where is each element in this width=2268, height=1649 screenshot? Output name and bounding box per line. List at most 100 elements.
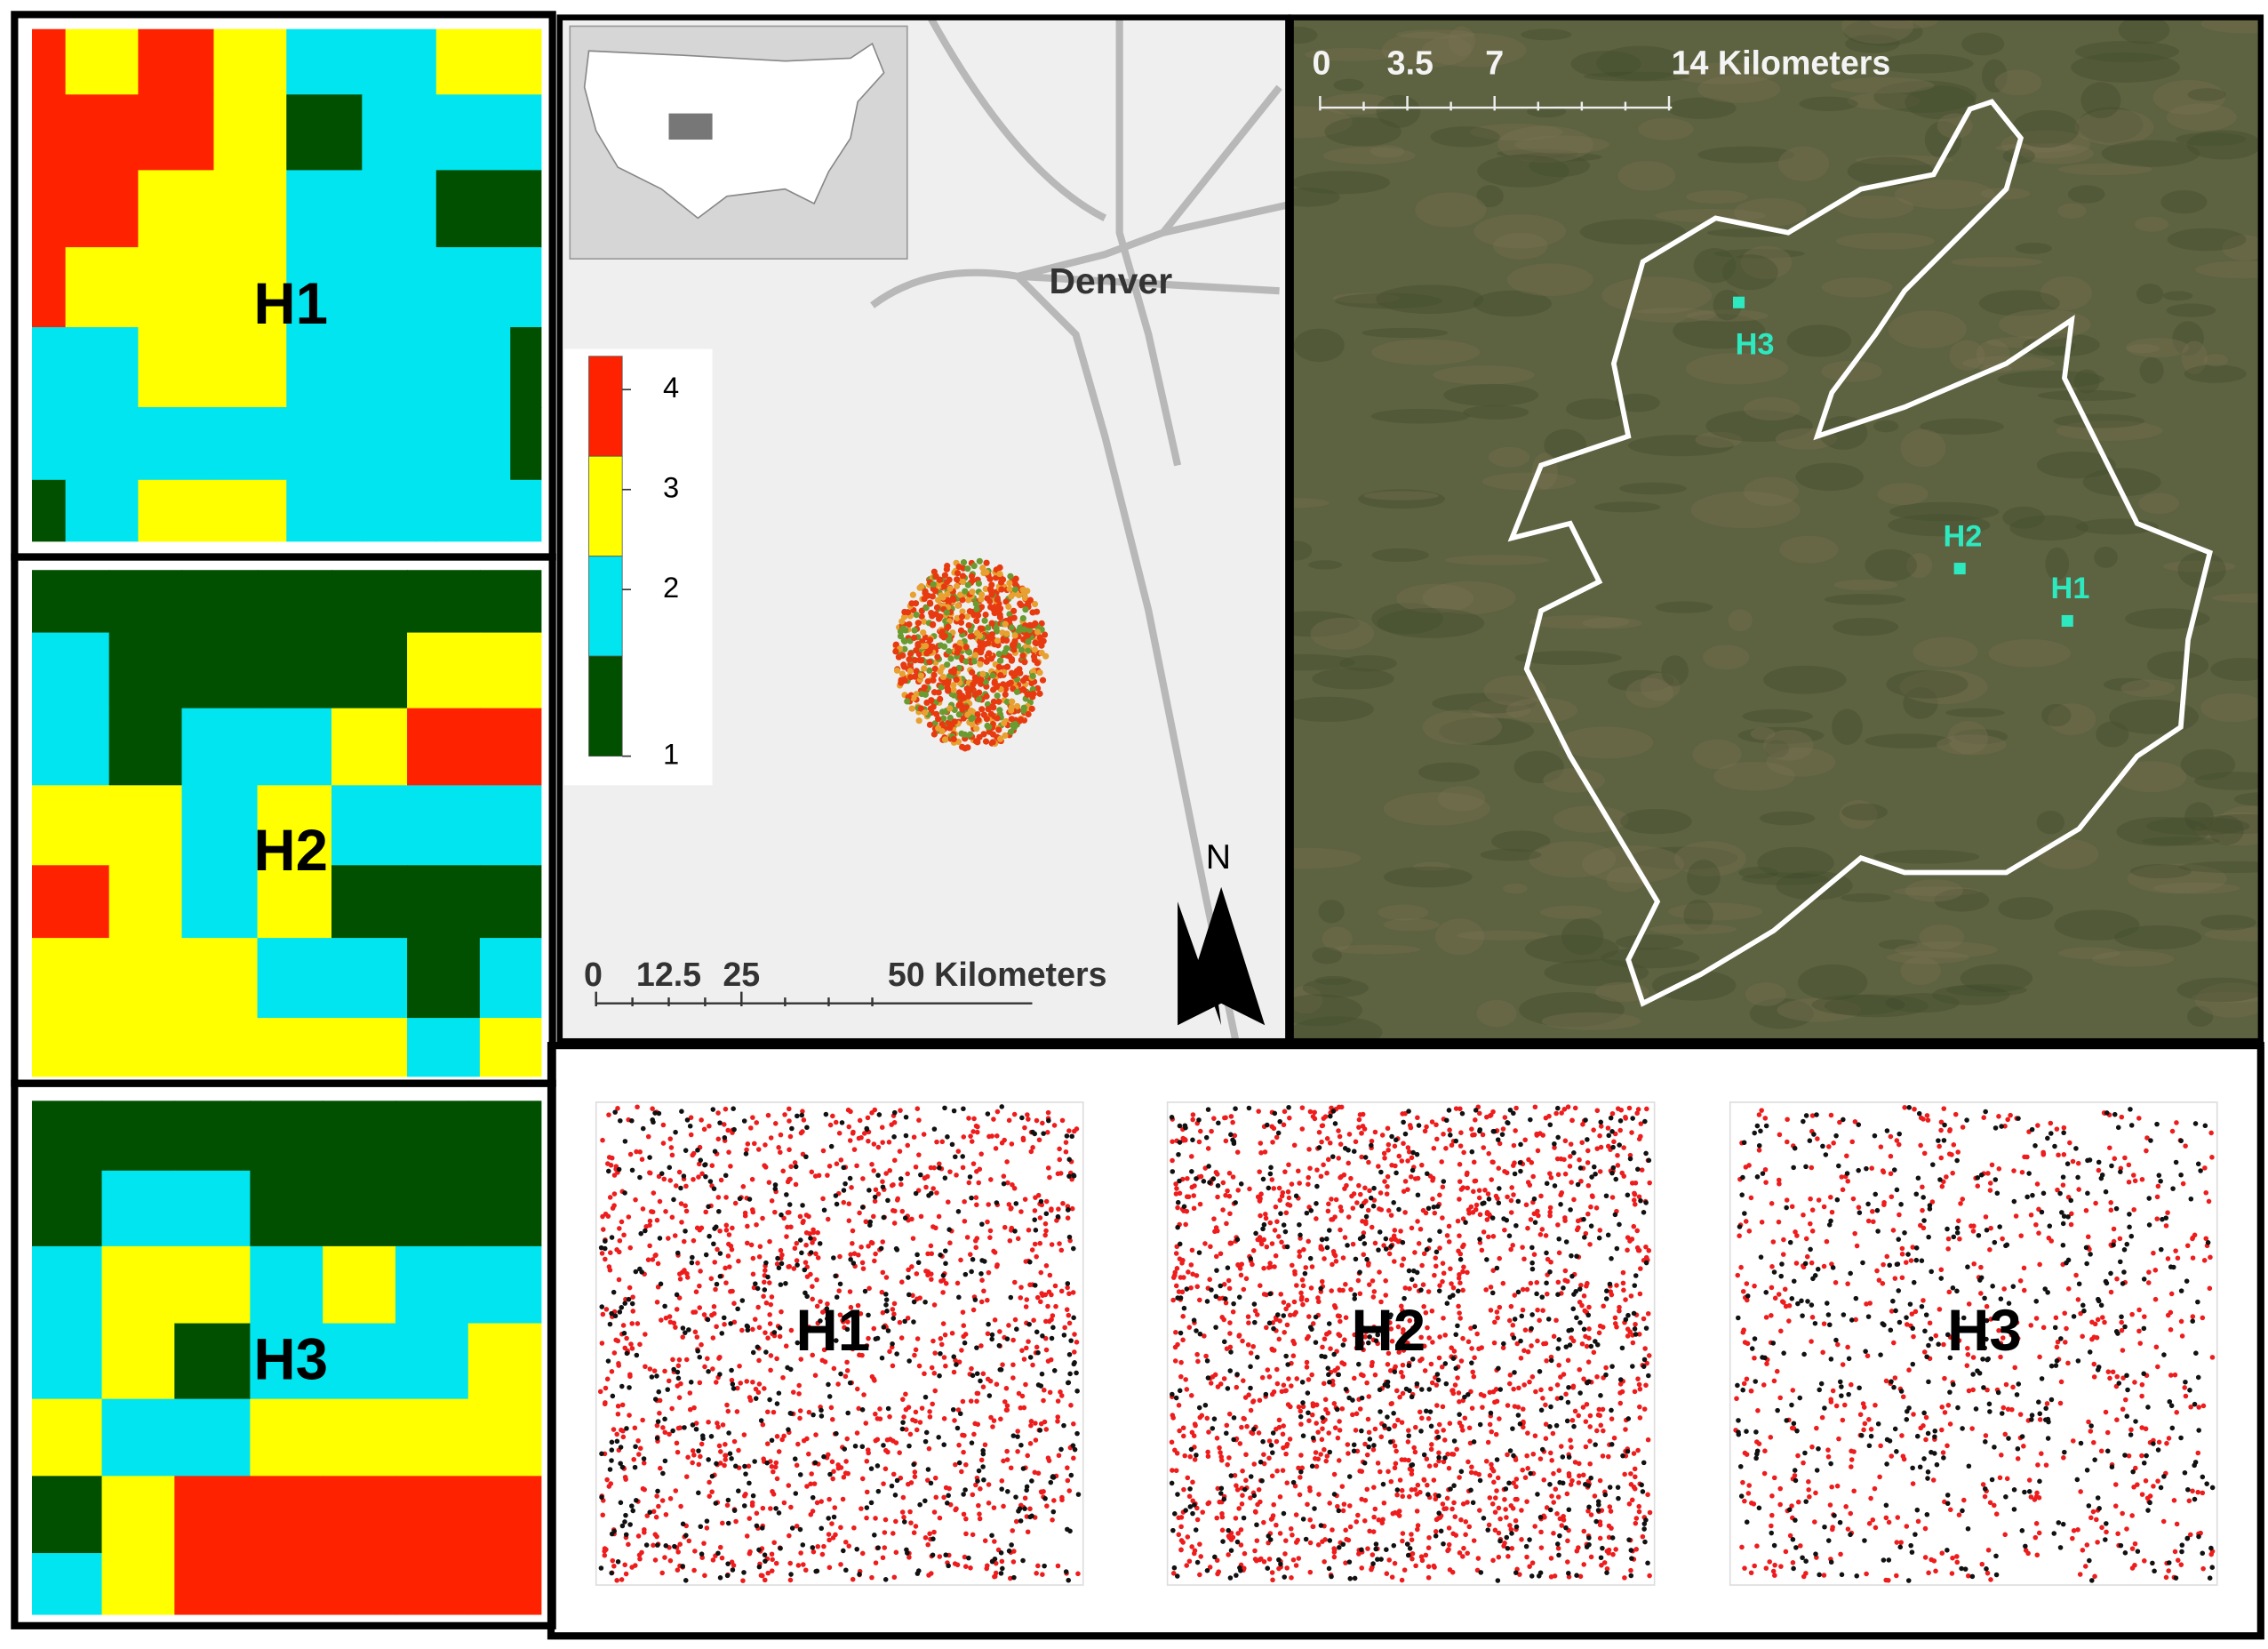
pattern-point (769, 1568, 775, 1573)
pattern-point (1292, 1269, 1298, 1275)
burn-speck (939, 708, 946, 716)
pattern-point (1174, 1186, 1179, 1191)
pattern-point (1338, 1318, 1343, 1325)
pattern-point (1342, 1337, 1347, 1342)
burn-speck (935, 724, 942, 732)
pattern-point (911, 1134, 917, 1140)
pattern-point (884, 1309, 890, 1314)
pattern-point (662, 1416, 667, 1422)
terrain-texture (2036, 811, 2065, 835)
pattern-point (928, 1480, 934, 1486)
pattern-point (917, 1420, 923, 1425)
burn-speck (906, 650, 914, 658)
pattern-point (954, 1362, 959, 1367)
pattern-point (1530, 1451, 1537, 1457)
burn-speck (908, 705, 915, 712)
grid-cell (479, 708, 542, 787)
pattern-point (647, 1509, 652, 1515)
pattern-point (663, 1209, 668, 1214)
pattern-point (771, 1409, 777, 1415)
pattern-point (611, 1350, 618, 1356)
pattern-point (1336, 1128, 1341, 1133)
pattern-point (1413, 1563, 1418, 1569)
pattern-point (1525, 1466, 1530, 1471)
pattern-point (1470, 1369, 1476, 1375)
terrain-texture (1293, 171, 1391, 195)
pattern-point (1032, 1208, 1038, 1213)
pattern-point (1335, 1435, 1341, 1441)
pattern-point (691, 1405, 697, 1411)
pattern-point (1285, 1202, 1290, 1207)
pattern-point (1524, 1286, 1530, 1293)
grid-cell (362, 327, 437, 408)
pattern-point (1281, 1122, 1287, 1128)
pattern-point (715, 1550, 721, 1557)
pattern-point (776, 1449, 782, 1454)
terrain-texture (1318, 900, 1345, 924)
pattern-point (1296, 1404, 1302, 1410)
terrain-texture (1628, 308, 1717, 323)
pattern-point (1257, 1197, 1263, 1204)
pattern-point (1502, 1227, 1507, 1233)
pattern-point (1188, 1285, 1194, 1291)
pattern-point (1574, 1227, 1580, 1233)
pattern-point (987, 1235, 993, 1240)
pattern-point (600, 1137, 605, 1143)
pattern-point (899, 1279, 905, 1285)
terrain-texture (1795, 462, 1864, 492)
pattern-point (1421, 1477, 1427, 1483)
pattern-point (1539, 1227, 1545, 1232)
pattern-point (1555, 1545, 1561, 1551)
pattern-point (1063, 1569, 1069, 1574)
terrain-texture (1886, 951, 1969, 965)
pattern-point (1473, 1117, 1478, 1123)
burn-speck (985, 706, 992, 713)
pattern-point (900, 1397, 906, 1402)
pattern-point (1477, 1508, 1482, 1513)
terrain-texture (2172, 321, 2204, 356)
pattern-point (1035, 1563, 1041, 1569)
pattern-point (817, 1241, 823, 1246)
pattern-point (1067, 1528, 1073, 1534)
pattern-point (667, 1314, 673, 1319)
pattern-point (698, 1524, 704, 1530)
burn-speck (944, 685, 951, 692)
pattern-point (1299, 1126, 1306, 1132)
terrain-texture (2116, 816, 2209, 846)
pattern-point (883, 1297, 890, 1302)
pattern-point (707, 1493, 713, 1499)
pattern-point (1619, 1389, 1625, 1395)
pattern-point (879, 1125, 885, 1130)
pattern-point (1035, 1470, 1042, 1477)
burn-speck (1036, 669, 1043, 676)
pattern-point (1372, 1372, 1378, 1378)
pattern-point (1060, 1200, 1066, 1206)
pattern-point (840, 1496, 846, 1502)
pattern-point (1344, 1182, 1349, 1189)
pattern-point (712, 1149, 718, 1154)
pattern-point (720, 1520, 725, 1526)
pattern-point (1362, 1185, 1368, 1191)
terrain-texture (1945, 983, 2027, 997)
pattern-point (872, 1533, 877, 1538)
pattern-point (841, 1199, 847, 1205)
pattern-point (685, 1454, 691, 1461)
terrain-texture (1713, 249, 1805, 259)
pattern-point (1525, 1430, 1530, 1436)
pattern-point (810, 1284, 815, 1289)
pattern-point (885, 1197, 890, 1204)
terrain-texture (2000, 130, 2091, 159)
terrain-texture (1314, 976, 1353, 986)
pattern-point (850, 1228, 856, 1234)
terrain-texture (1652, 970, 1737, 1001)
pattern-point (1322, 1446, 1327, 1453)
pattern-point (738, 1381, 744, 1386)
terrain-texture (1824, 594, 1905, 605)
terrain-texture (1302, 978, 1369, 998)
pattern-point (632, 1425, 638, 1431)
pattern-point (857, 1117, 863, 1124)
pattern-point (1446, 1525, 1452, 1531)
pattern-point (1070, 1290, 1076, 1295)
pattern-point (1509, 1185, 1514, 1190)
pattern-point (1354, 1411, 1360, 1417)
